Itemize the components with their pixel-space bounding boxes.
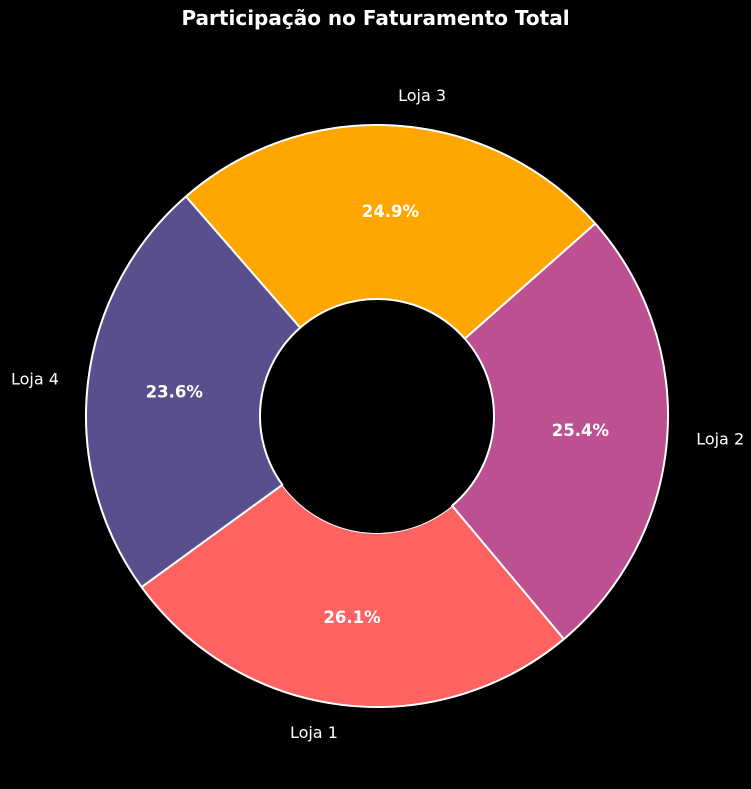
slice-percent-3: 24.9% <box>362 202 420 221</box>
chart-title: Participação no Faturamento Total <box>181 6 570 30</box>
slice-percent-4: 23.6% <box>146 382 204 401</box>
slice-percent-1: 26.1% <box>323 608 381 627</box>
donut-slice-2 <box>451 222 669 641</box>
slice-percent-2: 25.4% <box>552 421 610 440</box>
slice-label-1: Loja 1 <box>290 723 338 742</box>
donut-slice-4 <box>85 195 302 589</box>
slice-label-2: Loja 2 <box>696 430 744 449</box>
slice-label-3: Loja 3 <box>398 86 446 105</box>
donut-slice-3 <box>184 124 597 340</box>
donut-hole <box>260 299 494 533</box>
slice-label-4: Loja 4 <box>11 369 59 388</box>
